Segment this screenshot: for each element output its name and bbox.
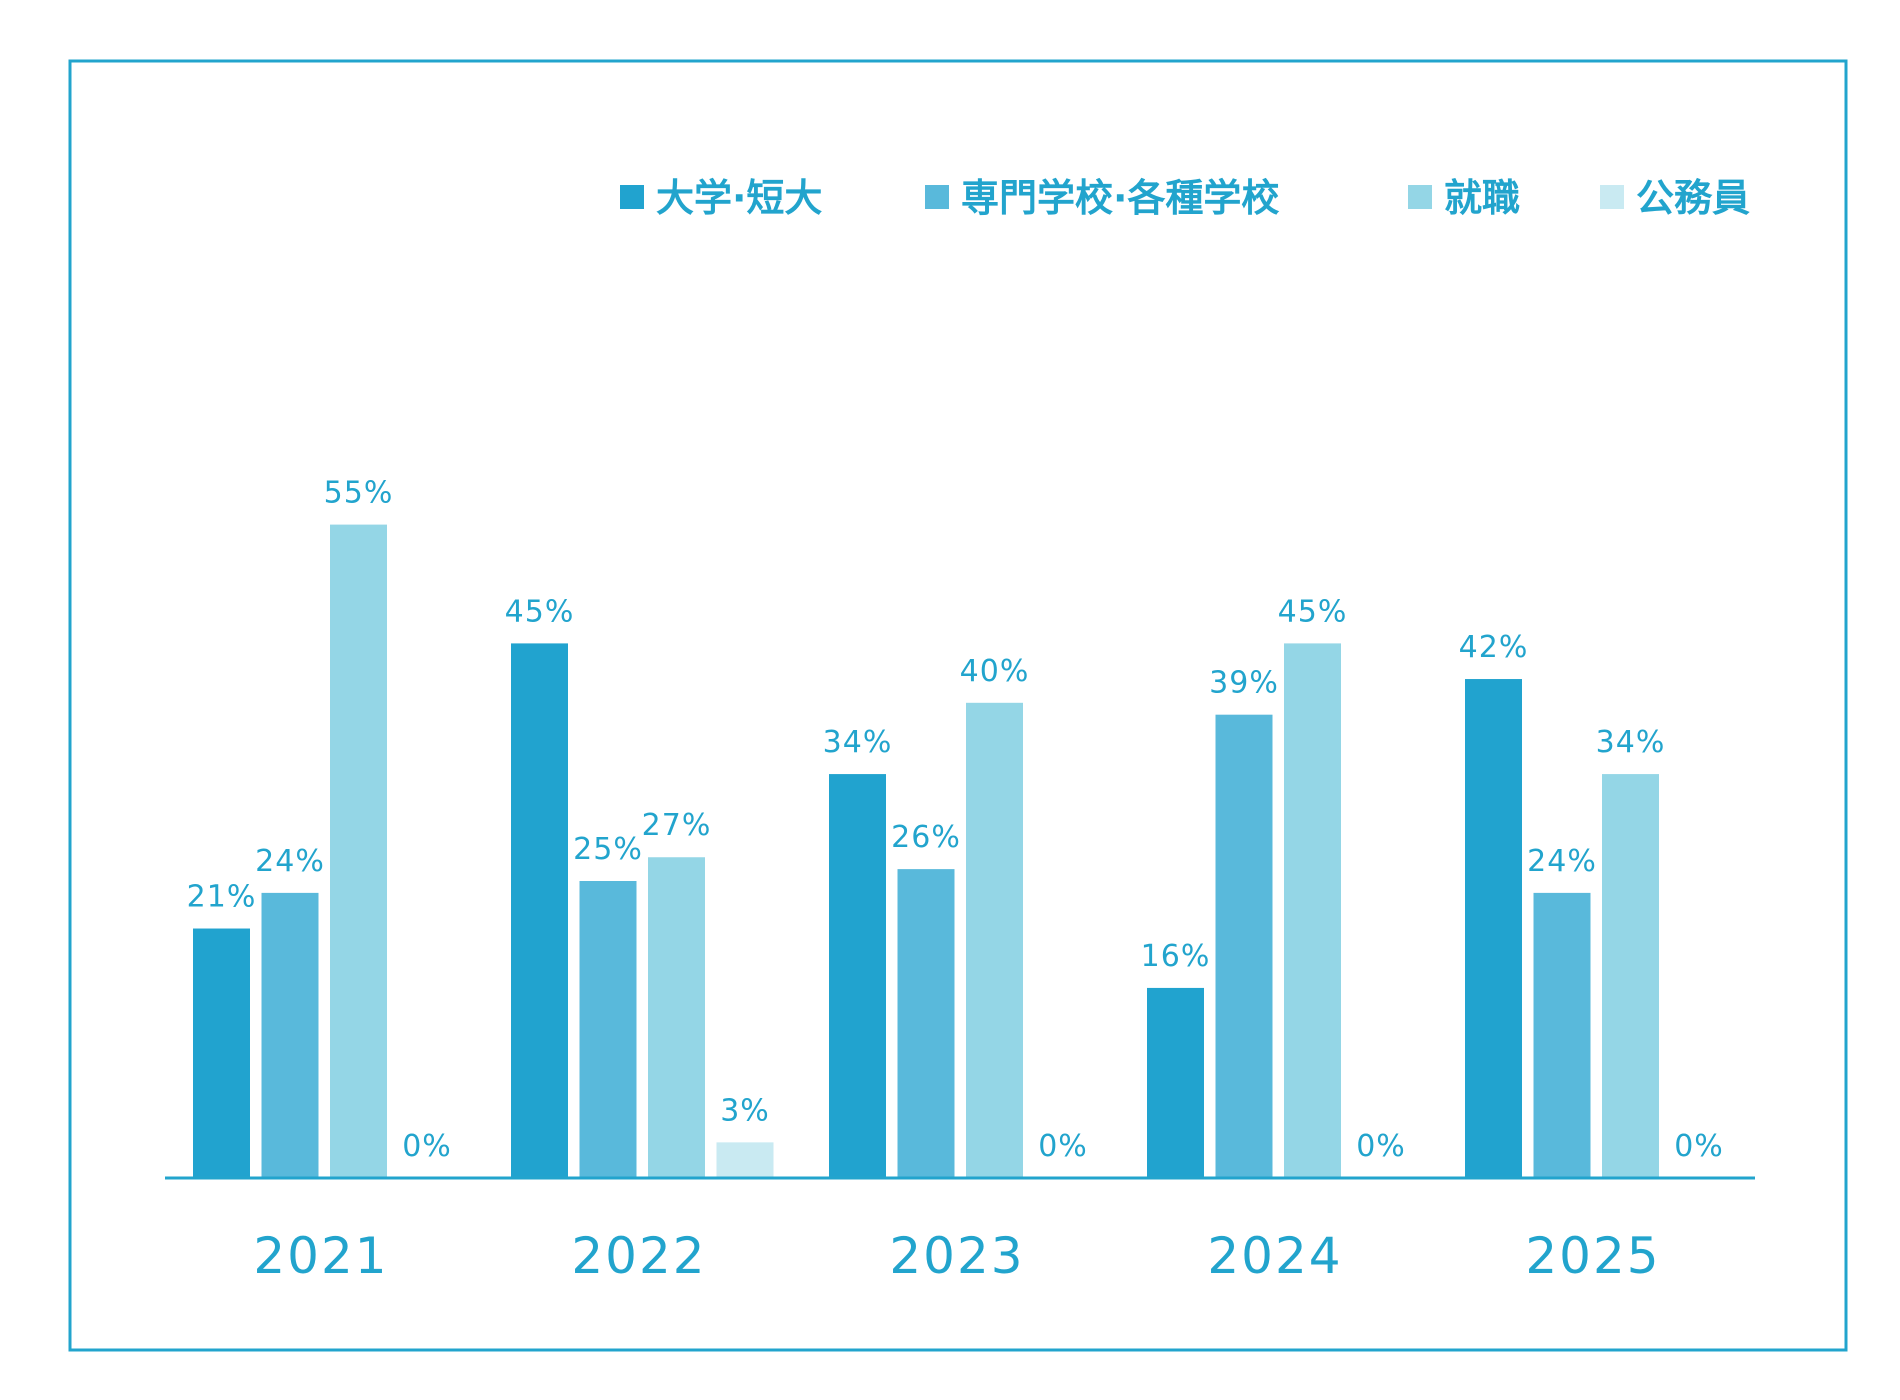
bar-2021-series-2 <box>330 524 387 1178</box>
value-label-2022-series-3: 3% <box>720 1093 770 1128</box>
bar-2022-series-3 <box>716 1142 774 1178</box>
x-tick-2021: 2021 <box>253 1227 388 1285</box>
bar-2021-series-0 <box>193 928 250 1178</box>
legend-swatch-3 <box>1600 185 1624 209</box>
bar-2024-series-1 <box>1215 714 1273 1178</box>
x-tick-2024: 2024 <box>1207 1227 1342 1285</box>
value-label-2024-series-2: 45% <box>1278 594 1348 629</box>
legend-label-3: 公務員 <box>1636 176 1750 220</box>
value-label-2024-series-1: 39% <box>1209 666 1279 701</box>
value-label-2021-series-1: 24% <box>255 844 325 879</box>
x-tick-2022: 2022 <box>571 1227 706 1285</box>
bar-2025-series-2 <box>1602 774 1659 1178</box>
value-label-2024-series-0: 16% <box>1141 939 1211 974</box>
legend-label-2: 就職 <box>1444 176 1520 220</box>
value-label-2025-series-1: 24% <box>1527 844 1597 879</box>
value-label-2023-series-2: 40% <box>960 654 1030 689</box>
legend-label-0: 大学·短大 <box>656 176 822 220</box>
legend-swatch-1 <box>925 185 949 209</box>
value-label-2021-series-2: 55% <box>324 476 394 511</box>
value-label-2022-series-1: 25% <box>573 832 643 867</box>
bar-2022-series-0 <box>511 643 568 1178</box>
bar-2022-series-1 <box>579 881 637 1178</box>
bar-2023-series-0 <box>829 774 886 1178</box>
legend-label-1: 専門学校·各種学校 <box>961 176 1279 220</box>
legend-swatch-0 <box>620 185 644 209</box>
bar-2024-series-2 <box>1284 643 1341 1178</box>
value-labels: 21%24%55%0%45%25%27%3%34%26%40%0%16%39%4… <box>187 476 1724 1164</box>
bar-2025-series-0 <box>1465 679 1522 1178</box>
legend-swatch-2 <box>1408 185 1432 209</box>
x-tick-2025: 2025 <box>1525 1227 1660 1285</box>
value-label-2021-series-0: 21% <box>187 880 257 915</box>
value-label-2025-series-3: 0% <box>1674 1129 1724 1164</box>
bar-2021-series-1 <box>261 892 319 1178</box>
value-label-2023-series-0: 34% <box>823 725 893 760</box>
x-tick-labels: 2021 2022 2023 2024 2025 <box>253 1227 1660 1285</box>
bar-2022-series-2 <box>648 857 705 1178</box>
legend: 大学·短大 専門学校·各種学校 就職 公務員 <box>620 176 1750 220</box>
value-label-2022-series-0: 45% <box>505 594 575 629</box>
value-label-2023-series-1: 26% <box>891 820 961 855</box>
value-label-2023-series-3: 0% <box>1038 1129 1088 1164</box>
chart-frame <box>68 59 1848 1352</box>
value-label-2021-series-3: 0% <box>402 1129 452 1164</box>
bar-2023-series-2 <box>966 702 1023 1178</box>
bars <box>193 524 1659 1178</box>
bar-2025-series-1 <box>1533 892 1591 1178</box>
value-label-2025-series-0: 42% <box>1459 630 1529 665</box>
value-label-2022-series-2: 27% <box>642 808 712 843</box>
bar-2024-series-0 <box>1147 987 1204 1178</box>
value-label-2025-series-2: 34% <box>1596 725 1666 760</box>
bar-2023-series-1 <box>897 869 955 1178</box>
value-label-2024-series-3: 0% <box>1356 1129 1406 1164</box>
x-tick-2023: 2023 <box>889 1227 1024 1285</box>
